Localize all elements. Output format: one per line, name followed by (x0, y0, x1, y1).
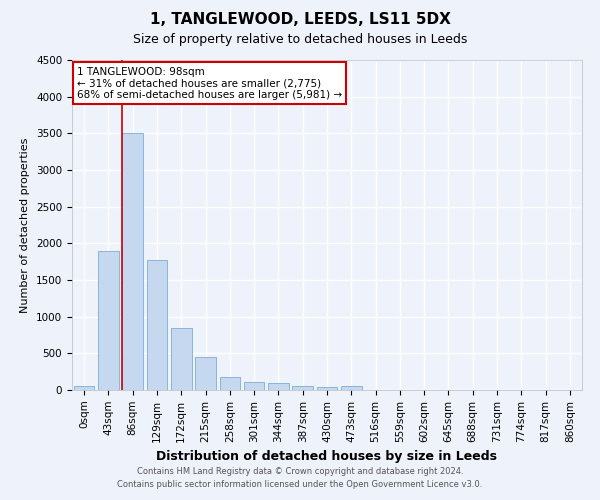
X-axis label: Distribution of detached houses by size in Leeds: Distribution of detached houses by size … (157, 450, 497, 463)
Bar (74, 386, 94, 390)
Text: Contains HM Land Registry data © Crown copyright and database right 2024.: Contains HM Land Registry data © Crown c… (137, 467, 463, 476)
Bar (98, 250, 119, 390)
Bar (244, 382, 265, 390)
Bar (268, 384, 289, 390)
Bar (292, 386, 313, 390)
Bar (317, 386, 337, 390)
Bar (195, 357, 216, 390)
Text: Contains public sector information licensed under the Open Government Licence v3: Contains public sector information licen… (118, 480, 482, 489)
Y-axis label: Number of detached properties: Number of detached properties (20, 138, 31, 312)
Bar (146, 260, 167, 390)
Text: Size of property relative to detached houses in Leeds: Size of property relative to detached ho… (133, 32, 467, 46)
Bar (220, 377, 240, 390)
Bar (122, 134, 143, 390)
Text: 1, TANGLEWOOD, LEEDS, LS11 5DX: 1, TANGLEWOOD, LEEDS, LS11 5DX (149, 12, 451, 28)
Bar (171, 328, 191, 390)
Bar (341, 386, 362, 390)
Text: 1 TANGLEWOOD: 98sqm
← 31% of detached houses are smaller (2,775)
68% of semi-det: 1 TANGLEWOOD: 98sqm ← 31% of detached ho… (77, 66, 342, 100)
